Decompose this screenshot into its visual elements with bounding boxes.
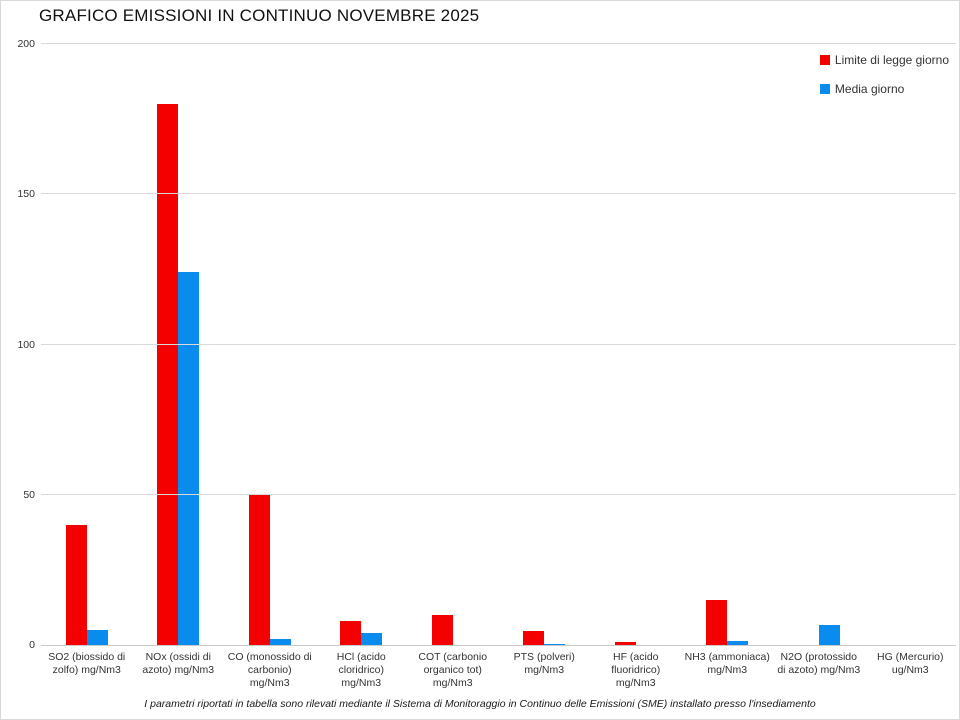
category-slot <box>499 44 591 645</box>
category-slot <box>224 44 316 645</box>
category-slot <box>865 44 957 645</box>
bar-media-giorno <box>86 629 108 645</box>
x-axis-category-label: NH3 (ammoniaca) mg/Nm3 <box>684 651 770 677</box>
x-axis-category-label: SO2 (biossido di zolfo) mg/Nm3 <box>48 651 126 677</box>
y-axis-tick-label: 150 <box>17 188 35 201</box>
legend-swatch-icon <box>819 55 830 65</box>
bars-row <box>41 44 956 645</box>
x-axis-labels: SO2 (biossido di zolfo) mg/Nm3 NOx (ossid… <box>41 651 956 690</box>
y-axis-tick-label: 100 <box>17 338 35 351</box>
y-axis-tick-label: 200 <box>17 38 35 50</box>
y-axis: 0 50 100 150 200 <box>1 38 37 651</box>
x-axis-category-label: NOx (ossidi di azoto) mg/Nm3 <box>142 651 215 677</box>
bar-limite-di-legge-giorno <box>431 614 453 645</box>
x-axis-category-label: HF (acido fluoridrico) mg/Nm3 <box>611 651 661 690</box>
chart-footer: I parametri riportati in tabella sono ri… <box>144 698 816 710</box>
gridline <box>41 493 956 495</box>
bar-media-giorno <box>544 643 566 645</box>
category-slot <box>773 44 865 645</box>
bar-media-giorno <box>269 639 291 645</box>
y-axis-tick-label: 0 <box>29 639 35 651</box>
bar-limite-di-legge-giorno <box>340 620 362 645</box>
legend-item: Limite di legge giorno <box>819 53 949 67</box>
bar-limite-di-legge-giorno <box>706 599 728 645</box>
x-axis-category-label: COT (carbonio organico tot) mg/Nm3 <box>418 651 488 690</box>
bar-limite-di-legge-giorno <box>248 494 270 645</box>
x-axis-category-label: PTS (polveri) mg/Nm3 <box>513 651 575 677</box>
bar-media-giorno <box>727 640 749 645</box>
legend-swatch-icon <box>819 84 830 94</box>
gridline <box>41 193 956 195</box>
x-axis-category-label: N2O (protossido di azoto) mg/Nm3 <box>777 651 861 677</box>
legend: Limite di legge giorno Media giorno <box>819 53 949 96</box>
x-axis-category-label: CO (monossido di carbonio) mg/Nm3 <box>227 651 312 690</box>
bar-limite-di-legge-giorno <box>614 642 636 645</box>
category-slot <box>682 44 774 645</box>
category-slot <box>41 44 133 645</box>
bar-limite-di-legge-giorno <box>65 524 87 645</box>
category-slot <box>407 44 499 645</box>
legend-label: Limite di legge giorno <box>834 53 949 67</box>
chart-title: GRAFICO EMISSIONI IN CONTINUO NOVEMBRE 2… <box>39 6 480 25</box>
x-axis-category-label: HCl (acido cloridrico) mg/Nm3 <box>336 651 386 690</box>
bar-media-giorno <box>361 632 383 645</box>
plot-area <box>41 43 956 646</box>
category-slot <box>133 44 225 645</box>
y-axis-tick-label: 50 <box>23 488 35 501</box>
bar-media-giorno <box>178 272 200 645</box>
bar-media-giorno <box>818 625 840 645</box>
gridline <box>41 43 956 44</box>
legend-item: Media giorno <box>819 82 905 96</box>
bar-limite-di-legge-giorno <box>523 631 545 645</box>
category-slot <box>590 44 682 645</box>
x-axis-category-label: HG (Mercurio) ug/Nm3 <box>876 651 944 677</box>
bar-limite-di-legge-giorno <box>157 104 179 645</box>
legend-label: Media giorno <box>834 82 905 96</box>
category-slot <box>316 44 408 645</box>
gridline <box>41 343 956 345</box>
